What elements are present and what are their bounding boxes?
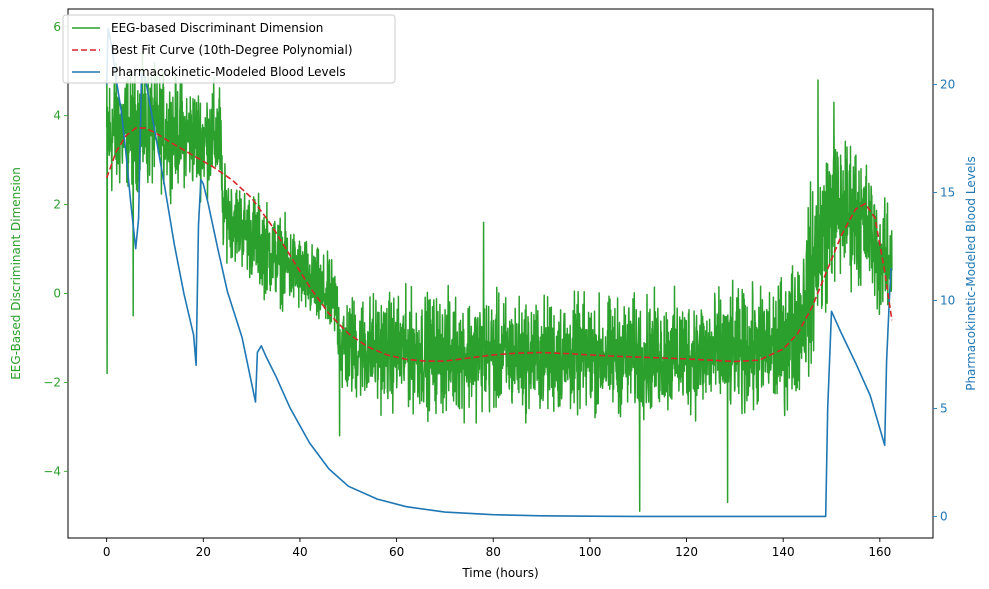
blood-series-line xyxy=(105,27,892,518)
y-axis-right-label: Pharmacokinetic-Modeled Blood Levels xyxy=(964,156,978,391)
axes-frame xyxy=(67,8,934,539)
plot-area xyxy=(105,27,893,518)
y-left-tick-label: 4 xyxy=(53,109,61,123)
fit-series-line xyxy=(105,127,893,363)
y-left-tick-label: 6 xyxy=(53,20,61,34)
y-right-tick-label: 15 xyxy=(940,186,955,200)
eeg-series-line xyxy=(105,50,893,513)
eeg-series-group xyxy=(105,50,893,513)
y-right-tick-label: 20 xyxy=(940,78,955,92)
blood-series-group xyxy=(105,27,892,518)
x-axis-label: Time (hours) xyxy=(461,566,538,580)
y-right-tick-label: 5 xyxy=(940,401,948,415)
legend: EEG-based Discriminant Dimension Best Fi… xyxy=(62,14,396,84)
y-left-tick-label: 2 xyxy=(53,198,61,212)
x-tick-label: 60 xyxy=(389,545,404,559)
x-tick-label: 160 xyxy=(868,545,891,559)
x-tick-label: 20 xyxy=(196,545,211,559)
x-tick-label: 40 xyxy=(292,545,307,559)
x-tick-label: 120 xyxy=(675,545,698,559)
x-tick-label: 0 xyxy=(103,545,111,559)
y-left-tick-label: −4 xyxy=(43,464,61,478)
y-right-tick-label: 0 xyxy=(940,509,948,523)
legend-label-blood: Pharmacokinetic-Modeled Blood Levels xyxy=(111,65,346,79)
x-tick-label: 80 xyxy=(486,545,501,559)
fit-series-group xyxy=(105,127,893,363)
y-left-tick-label: 0 xyxy=(53,287,61,301)
x-tick-label: 140 xyxy=(772,545,795,559)
y-left-tick-label: −2 xyxy=(43,375,61,389)
legend-label-fit: Best Fit Curve (10th-Degree Polynomial) xyxy=(111,43,353,57)
x-tick-label: 100 xyxy=(578,545,601,559)
legend-box xyxy=(62,14,396,84)
y-axis-left-label: EEG-Based Discriminant Dimension xyxy=(9,167,23,380)
y-right-tick-label: 10 xyxy=(940,293,955,307)
legend-label-eeg: EEG-based Discriminant Dimension xyxy=(111,21,323,35)
